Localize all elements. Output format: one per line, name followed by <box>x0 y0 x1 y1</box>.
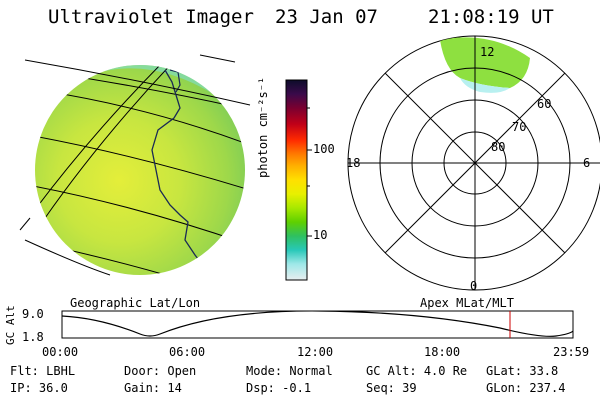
altitude-tick-low: 1.8 <box>22 330 44 344</box>
polar-aurora-patch <box>440 37 530 93</box>
info-mode: Mode: Normal <box>246 364 333 378</box>
gain-value: 14 <box>167 381 182 395</box>
ip-value: 36.0 <box>38 381 68 395</box>
colorbar <box>285 79 312 281</box>
info-ip: IP: 36.0 <box>10 381 68 395</box>
lat-label-60: 60 <box>537 97 552 111</box>
time-tick-1200: 12:00 <box>297 345 334 359</box>
info-glat: GLat: 33.8 <box>486 364 559 378</box>
mlt-label-6: 6 <box>583 156 591 170</box>
mlt-label-0: 0 <box>470 279 478 293</box>
altitude-tick-high: 9.0 <box>22 307 44 321</box>
glat-value: 33.8 <box>529 364 559 378</box>
colorbar-tick-10: 10 <box>313 228 328 242</box>
lat-label-70: 70 <box>512 120 527 134</box>
info-flt: Flt: LBHL <box>10 364 76 378</box>
door-value: Open <box>167 364 197 378</box>
info-gc-alt: GC Alt: 4.0 Re <box>366 364 468 378</box>
flt-value: LBHL <box>46 364 76 378</box>
magnetic-map-label: Apex MLat/MLT <box>420 296 514 310</box>
time-tick-0600: 06:00 <box>169 345 206 359</box>
globe-image <box>19 54 251 276</box>
time-tick-2359: 23:59 <box>553 345 590 359</box>
seq-value: 39 <box>402 381 417 395</box>
polar-plot <box>347 35 600 291</box>
mode-value: Normal <box>289 364 333 378</box>
altitude-curve <box>62 311 573 337</box>
glon-value: 237.4 <box>529 381 566 395</box>
time-label: 21:08:19 UT <box>428 6 554 28</box>
info-dsp: Dsp: -0.1 <box>246 381 312 395</box>
coastline <box>151 69 206 269</box>
info-gain: Gain: 14 <box>124 381 182 395</box>
mlt-label-18: 18 <box>346 156 361 170</box>
instrument-title: Ultraviolet Imager <box>48 6 254 28</box>
gc-alt-value: 4.0 Re <box>423 364 468 378</box>
info-seq: Seq: 39 <box>366 381 417 395</box>
info-door: Door: Open <box>124 364 197 378</box>
time-tick-0000: 00:00 <box>42 345 79 359</box>
altitude-axis-label: GC Alt <box>4 305 17 345</box>
info-glon: GLon: 237.4 <box>486 381 566 395</box>
date-label: 23 Jan 07 <box>275 6 378 28</box>
time-tick-1800: 18:00 <box>424 345 461 359</box>
colorbar-unit-label: photon cm⁻²s⁻¹ <box>256 76 270 178</box>
altitude-plot <box>61 310 574 339</box>
colorbar-tick-100: 100 <box>313 142 335 156</box>
dsp-value: -0.1 <box>282 381 312 395</box>
lat-label-80: 80 <box>491 140 506 154</box>
mlt-label-12: 12 <box>480 45 495 59</box>
geographic-map-label: Geographic Lat/Lon <box>70 296 201 310</box>
